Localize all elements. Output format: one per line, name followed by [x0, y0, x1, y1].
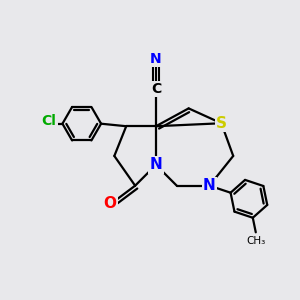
Text: C: C: [151, 82, 161, 96]
Text: O: O: [103, 196, 116, 211]
Text: N: N: [150, 158, 162, 172]
Text: S: S: [216, 116, 227, 131]
Text: CH₃: CH₃: [246, 236, 266, 246]
Text: N: N: [203, 178, 216, 193]
Text: N: N: [150, 52, 162, 66]
Text: Cl: Cl: [42, 114, 56, 128]
